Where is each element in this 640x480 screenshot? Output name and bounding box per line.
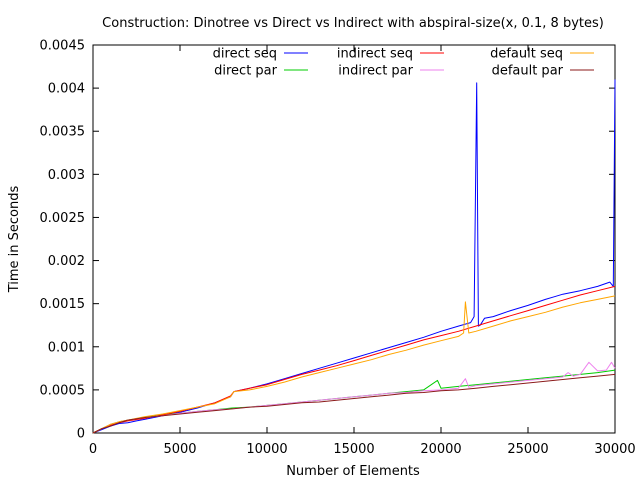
legend-label-default-par: default par (492, 64, 564, 79)
legend: direct seq direct par indirect seq indirect… (213, 47, 594, 79)
legend-label-direct-seq: direct seq (213, 47, 277, 62)
y-tick-label: 0.0035 (40, 125, 86, 140)
x-tick-label: 10000 (246, 442, 287, 457)
series-lines (92, 79, 616, 434)
legend-label-indirect-par: indirect par (338, 64, 413, 79)
y-tick-label: 0.004 (48, 82, 85, 97)
x-tick-label: 0 (89, 442, 97, 457)
y-tick-label: 0.003 (48, 168, 85, 183)
series-line-indirect-seq (92, 285, 616, 434)
y-tick-label: 0.0045 (40, 39, 86, 54)
axis-ticks: 0 5000 10000 15000 20000 25000 30000 0 0.0005 0.0… (40, 39, 636, 458)
series-line-default-seq (92, 295, 616, 434)
y-tick-label: 0.0015 (40, 297, 86, 312)
x-tick-label: 20000 (420, 442, 461, 457)
legend-label-default-seq: default seq (490, 47, 563, 62)
y-tick-label: 0.001 (48, 340, 85, 355)
plot-frame (92, 44, 616, 434)
x-axis-label: Number of Elements (286, 464, 420, 479)
legend-label-direct-par: direct par (214, 64, 278, 79)
x-tick-label: 25000 (507, 442, 548, 457)
chart-title: Construction: Dinotree vs Direct vs Indi… (102, 16, 604, 31)
series-line-indirect-par (92, 361, 616, 434)
y-tick-label: 0.0025 (40, 211, 86, 226)
series-line-default-par (92, 373, 616, 434)
y-tick-label: 0.002 (48, 254, 85, 269)
x-tick-label: 5000 (163, 442, 196, 457)
x-tick-label: 15000 (333, 442, 374, 457)
y-tick-label: 0 (77, 427, 85, 442)
y-tick-label: 0.0005 (40, 383, 86, 398)
legend-label-indirect-seq: indirect seq (337, 47, 413, 62)
x-tick-label: 30000 (594, 442, 635, 457)
y-axis-label: Time in Seconds (7, 186, 22, 294)
